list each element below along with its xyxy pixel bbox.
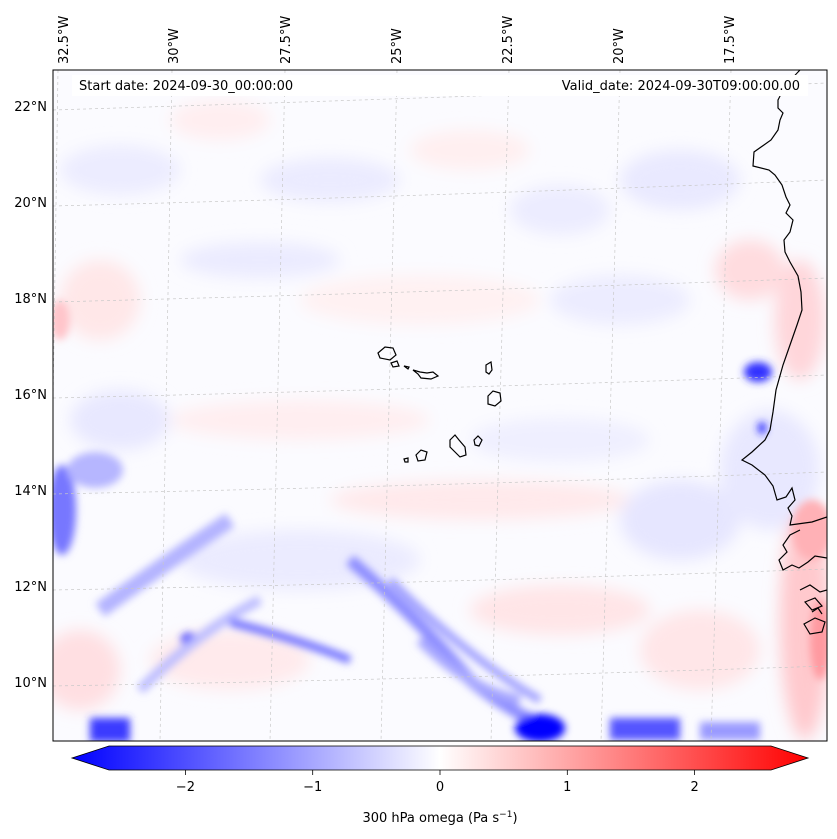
colorbar-label: 300 hPa omega (Pa s−1): [362, 810, 517, 826]
sal-island: [485, 361, 493, 375]
lon-label-17-5w: 17.5°W: [723, 16, 738, 64]
lat-label-16n: 16°N: [14, 388, 47, 403]
cape-verde-islands: [377, 346, 502, 463]
colorbar-tick-label: −1: [303, 780, 322, 795]
sao-vicente-island: [390, 360, 400, 368]
colorbar-label-exponent: −1: [499, 810, 512, 820]
colorbar-label-close: ): [512, 811, 517, 826]
fogo-island: [415, 449, 428, 462]
colorbar: −2 −1 0 1 2 300 hPa omega (Pa s−1): [70, 745, 810, 826]
coastlines: [740, 70, 827, 635]
santiago-island: [449, 434, 467, 458]
lat-label-14n: 14°N: [14, 484, 47, 499]
latitude-labels: 22°N 20°N 18°N 16°N 14°N 12°N 10°N: [14, 100, 47, 691]
lon-label-25w: 25°W: [390, 28, 405, 64]
map-frame: [52, 69, 828, 742]
colorbar-tick-label: −2: [176, 780, 195, 795]
lon-label-22-5w: 22.5°W: [501, 16, 516, 64]
lon-label-27-5w: 27.5°W: [279, 16, 294, 64]
lat-label-12n: 12°N: [14, 580, 47, 595]
start-date-label: Start date: 2024-09-30_00:00:00: [79, 79, 293, 94]
colorbar-ticks: −2 −1 0 1 2: [176, 770, 699, 795]
lon-label-32-5w: 32.5°W: [57, 16, 72, 64]
valid-date-label: Valid_date: 2024-09-30T09:00:00.00: [562, 79, 800, 94]
colorbar-label-main: 300 hPa omega (Pa s: [362, 811, 499, 826]
colorbar-body: [70, 745, 810, 771]
graticule: [53, 70, 827, 741]
lon-label-30w: 30°W: [167, 28, 182, 64]
africa-coastline: [740, 70, 827, 526]
lat-label-22n: 22°N: [14, 100, 47, 115]
lat-label-18n: 18°N: [14, 292, 47, 307]
brava-island: [403, 457, 409, 463]
boa-vista-island: [487, 390, 502, 407]
santo-antao-island: [377, 346, 397, 361]
guinea-bissau-coastline: [778, 529, 827, 571]
colorbar-tick-label: 1: [563, 780, 571, 795]
colorbar-tick-label: 2: [690, 780, 698, 795]
sao-nicolau-island: [412, 369, 440, 380]
header-band: [72, 75, 808, 96]
lon-label-20w: 20°W: [612, 28, 627, 64]
longitude-labels: 32.5°W 30°W 27.5°W 25°W 22.5°W 20°W 17.5…: [57, 16, 738, 64]
omega-field-blobs: [53, 100, 827, 740]
omega-field-features: [53, 300, 827, 741]
map-panel: Start date: 2024-09-30_00:00:00 Valid_da…: [14, 16, 828, 742]
maio-island: [473, 435, 483, 447]
santa-luzia-island: [403, 365, 410, 370]
colorbar-tick-label: 0: [436, 780, 444, 795]
omega-field: [53, 70, 827, 741]
lat-label-10n: 10°N: [14, 676, 47, 691]
lat-label-20n: 20°N: [14, 196, 47, 211]
